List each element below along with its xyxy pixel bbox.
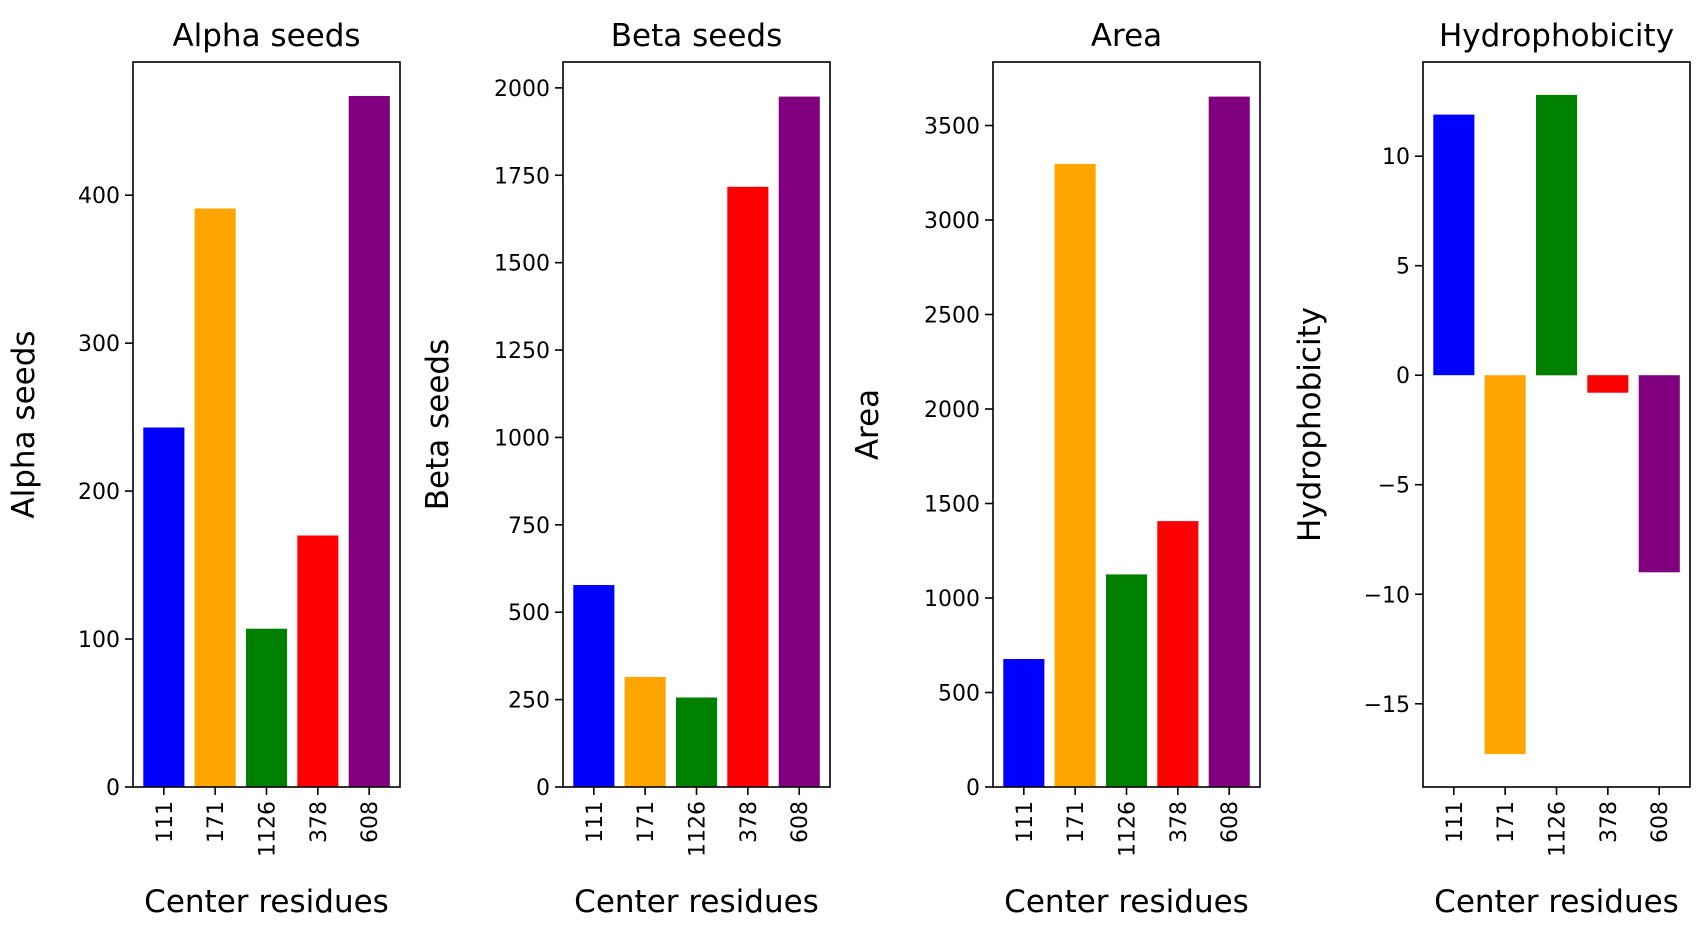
x-tick-label: 171 — [204, 801, 229, 843]
y-tick-label: 500 — [938, 682, 980, 707]
x-tick-label: 111 — [583, 801, 608, 843]
y-tick-label: 100 — [78, 628, 120, 653]
bar-378 — [727, 186, 769, 788]
bar-378 — [1157, 521, 1199, 787]
y-tick-label: 1500 — [924, 493, 980, 518]
y-tick-label: −10 — [1364, 583, 1410, 608]
bar-171 — [194, 208, 236, 787]
chart-title: Alpha seeds — [172, 18, 360, 54]
y-tick-label: 400 — [78, 184, 120, 209]
y-tick-label: 2000 — [494, 77, 550, 102]
bar-608 — [1208, 96, 1250, 788]
x-tick-label: 111 — [153, 801, 178, 843]
x-tick-label: 608 — [788, 801, 813, 843]
bar-111 — [573, 585, 615, 787]
x-tick-label: 1126 — [1546, 801, 1571, 857]
x-axis-label: Center residues — [574, 884, 819, 920]
bar-171 — [1054, 163, 1096, 787]
bar-171 — [1484, 375, 1526, 755]
bar-111 — [1003, 659, 1045, 787]
bar-378 — [297, 535, 339, 787]
bar-1126 — [676, 697, 718, 787]
x-tick-label: 608 — [1218, 801, 1243, 843]
bar-111 — [1433, 114, 1475, 376]
x-tick-label: 111 — [1013, 801, 1038, 843]
x-tick-label: 608 — [358, 801, 383, 843]
y-tick-label: −5 — [1378, 474, 1410, 499]
y-tick-label: 200 — [78, 480, 120, 505]
chart-title: Area — [1091, 18, 1162, 54]
x-tick-label: 111 — [1443, 801, 1468, 843]
y-tick-label: 250 — [508, 689, 550, 714]
bar-111 — [143, 427, 185, 787]
x-tick-label: 378 — [1167, 801, 1192, 843]
x-tick-label: 1126 — [256, 801, 281, 857]
bar-1126 — [246, 628, 288, 787]
y-tick-label: 1000 — [494, 426, 550, 451]
y-tick-label: 2500 — [924, 304, 980, 329]
bar-1126 — [1106, 574, 1148, 787]
y-tick-label: 1500 — [494, 252, 550, 277]
x-tick-label: 171 — [634, 801, 659, 843]
y-tick-label: 0 — [536, 776, 550, 801]
x-tick-label: 378 — [1597, 801, 1622, 843]
x-tick-label: 378 — [307, 801, 332, 843]
chart-title: Beta seeds — [611, 18, 782, 54]
y-tick-label: 500 — [508, 601, 550, 626]
y-tick-label: −15 — [1364, 693, 1410, 718]
y-tick-label: 2000 — [924, 398, 980, 423]
bar-608 — [348, 96, 390, 787]
x-axis-label: Center residues — [1004, 884, 1249, 920]
bar-378 — [1587, 375, 1629, 393]
chart-title: Hydrophobicity — [1439, 18, 1674, 54]
y-axis-label: Hydrophobicity — [1292, 307, 1328, 542]
bar-608 — [1638, 375, 1680, 573]
y-tick-label: 0 — [1396, 364, 1410, 389]
x-tick-label: 1126 — [686, 801, 711, 857]
bar-608 — [778, 96, 820, 788]
bar-171 — [624, 676, 666, 787]
x-tick-label: 171 — [1064, 801, 1089, 843]
x-tick-label: 171 — [1494, 801, 1519, 843]
x-tick-label: 378 — [737, 801, 762, 843]
y-tick-label: 5 — [1396, 255, 1410, 280]
x-tick-label: 1126 — [1116, 801, 1141, 857]
y-tick-label: 0 — [106, 776, 120, 801]
y-tick-label: 3500 — [924, 115, 980, 140]
y-tick-label: 0 — [966, 776, 980, 801]
x-axis-label: Center residues — [144, 884, 389, 920]
y-axis-label: Alpha seeds — [6, 330, 42, 518]
bar-1126 — [1536, 94, 1578, 376]
y-tick-label: 750 — [508, 514, 550, 539]
y-tick-label: 3000 — [924, 209, 980, 234]
y-tick-label: 10 — [1382, 145, 1410, 170]
y-tick-label: 1750 — [494, 164, 550, 189]
y-tick-label: 1250 — [494, 339, 550, 364]
y-tick-label: 1000 — [924, 587, 980, 612]
y-axis-label: Beta seeds — [420, 339, 456, 510]
y-axis-label: Area — [850, 389, 886, 460]
x-tick-label: 608 — [1648, 801, 1673, 843]
y-tick-label: 300 — [78, 332, 120, 357]
x-axis-label: Center residues — [1434, 884, 1679, 920]
